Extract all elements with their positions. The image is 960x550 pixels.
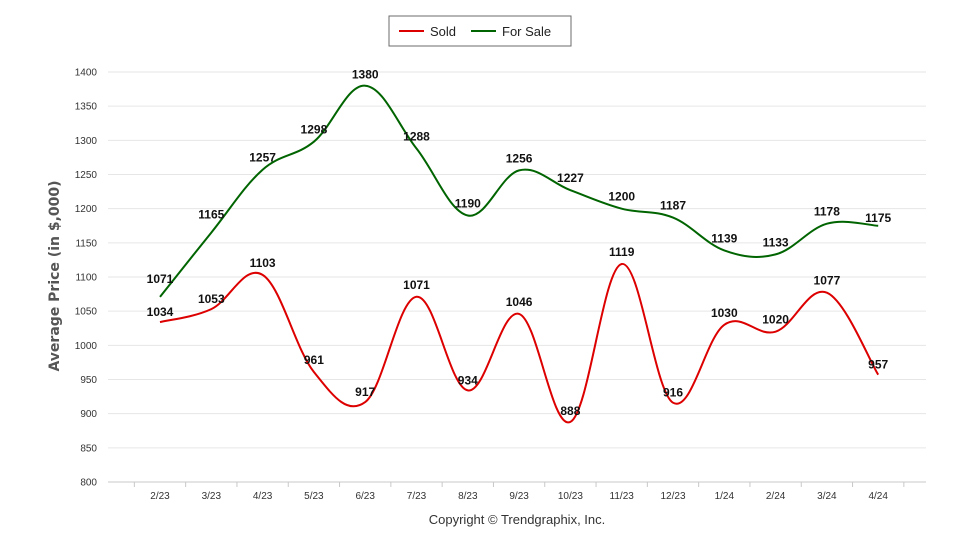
x-tick-label: 5/23 — [304, 491, 324, 502]
legend-label-for-sale[interactable]: For Sale — [502, 24, 551, 39]
data-label-for-sale: 1227 — [557, 171, 584, 185]
data-label-for-sale: 1288 — [403, 130, 430, 144]
x-tick-label: 8/23 — [458, 491, 478, 502]
x-tick-label: 9/23 — [509, 491, 529, 502]
series-lines — [159, 84, 880, 423]
data-label-sold: 916 — [663, 386, 683, 400]
y-tick-label: 800 — [80, 478, 97, 489]
data-label-sold: 934 — [458, 373, 478, 387]
x-tick-label: 4/24 — [868, 491, 888, 502]
data-label-for-sale: 1187 — [660, 199, 686, 213]
x-tick-label: 12/23 — [660, 491, 685, 502]
x-tick-label: 3/23 — [202, 491, 222, 502]
y-tick-label: 1100 — [75, 273, 97, 284]
x-tick-label: 4/23 — [253, 491, 273, 502]
x-tick-label: 2/24 — [766, 491, 786, 502]
data-label-for-sale: 1165 — [198, 208, 224, 222]
series-line-for-sale — [159, 84, 879, 298]
data-label-sold: 1077 — [814, 274, 841, 288]
x-tick-label: 1/24 — [715, 491, 735, 502]
data-label-for-sale: 1190 — [455, 197, 481, 211]
y-tick-label: 1150 — [75, 238, 97, 249]
y-tick-label: 900 — [80, 409, 97, 420]
y-tick-label: 1000 — [75, 341, 98, 352]
data-label-for-sale: 1380 — [352, 68, 379, 82]
y-tick-label: 1400 — [75, 68, 98, 79]
data-label-sold: 1071 — [403, 278, 430, 292]
data-label-for-sale: 1178 — [814, 205, 840, 219]
data-label-for-sale: 1200 — [608, 190, 635, 204]
x-tick-label: 7/23 — [407, 491, 427, 502]
legend[interactable]: Sold For Sale — [388, 15, 572, 47]
x-tick-label: 2/23 — [150, 491, 170, 502]
data-label-sold: 1053 — [198, 292, 225, 306]
series-line-sold — [159, 263, 880, 423]
data-label-for-sale: 1139 — [711, 231, 737, 245]
data-label-sold: 917 — [355, 385, 375, 399]
grid-lines — [108, 71, 926, 483]
data-label-sold: 1020 — [762, 313, 789, 327]
y-tick-label: 950 — [80, 375, 97, 386]
data-label-for-sale: 1133 — [763, 235, 789, 249]
x-tick-label: 3/24 — [817, 491, 837, 502]
x-tick-label: 11/23 — [610, 491, 635, 502]
data-label-sold: 1046 — [506, 295, 533, 309]
data-label-for-sale: 1257 — [249, 151, 276, 165]
data-label-sold: 961 — [304, 353, 324, 367]
data-label-for-sale: 1256 — [506, 151, 533, 165]
y-axis-label: Average Price (in $,000) — [47, 180, 63, 371]
data-label-sold: 1034 — [147, 305, 174, 319]
y-tick-label: 1350 — [75, 102, 98, 113]
data-label-for-sale: 1071 — [147, 272, 174, 286]
y-tick-label: 850 — [80, 443, 97, 454]
legend-label-sold[interactable]: Sold — [430, 24, 456, 39]
copyright-text: Copyright © Trendgraphix, Inc. — [429, 512, 606, 527]
y-tick-label: 1250 — [75, 170, 98, 181]
y-tick-label: 1300 — [75, 136, 98, 147]
data-label-sold: 957 — [868, 358, 888, 372]
data-label-for-sale: 1175 — [865, 211, 891, 225]
x-tick-label: 6/23 — [355, 491, 375, 502]
y-tick-label: 1200 — [75, 204, 98, 215]
x-tick-label: 10/23 — [558, 491, 583, 502]
data-label-sold: 1119 — [609, 245, 635, 259]
data-label-sold: 1103 — [250, 256, 276, 270]
data-label-sold: 888 — [560, 404, 580, 418]
data-label-for-sale: 1298 — [301, 123, 328, 137]
data-label-sold: 1030 — [711, 306, 738, 320]
data-labels: 1034 1053 1103 961 917 1071 934 1046 888 1119 916 1… — [147, 68, 892, 418]
y-tick-label: 1050 — [75, 307, 98, 318]
axes: 800 850 900 950 1000 1050 1100 1150 1200 1250 1300… — [75, 68, 905, 502]
